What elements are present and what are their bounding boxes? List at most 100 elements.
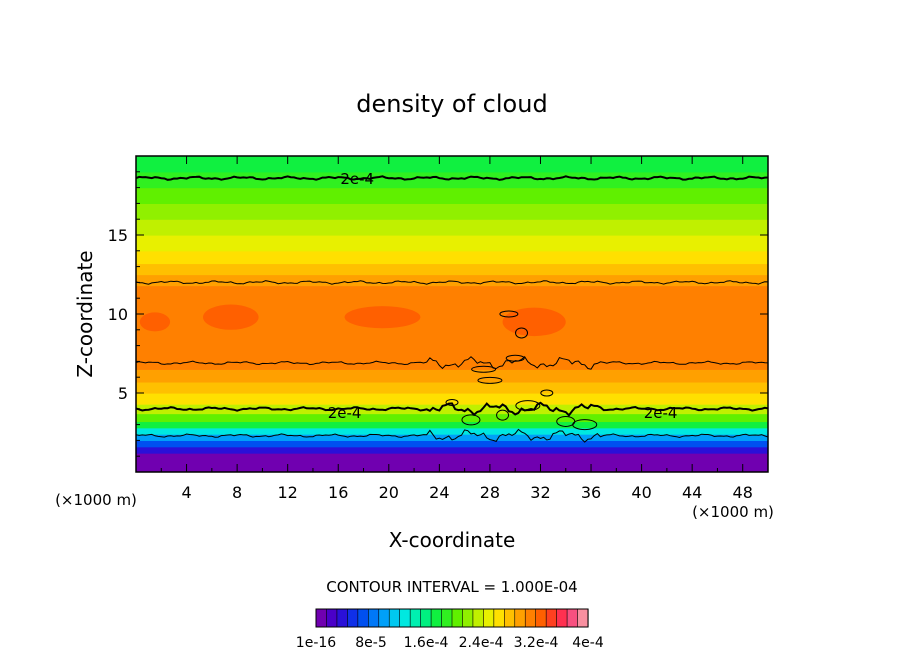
contour-label: 2e-4 (644, 404, 678, 422)
colorbar-swatch (378, 608, 390, 628)
contour-loop (496, 409, 510, 421)
x-tick-label: 24 (429, 483, 449, 502)
colorbar-label: 2.4e-4 (459, 635, 504, 651)
contour-loop (461, 414, 481, 426)
colorbar-swatch (441, 608, 453, 628)
colorbar-label: 4e-4 (572, 635, 604, 651)
contour-line (136, 401, 768, 417)
plot-area: 2e-4 2e-4 2e-4 (136, 156, 768, 472)
density-band (136, 393, 768, 405)
colorbar-swatch (326, 608, 338, 628)
density-band (136, 440, 768, 448)
colorbar-swatch (483, 608, 495, 628)
density-band (136, 235, 768, 252)
contour-label: 2e-4 (328, 404, 362, 422)
x-tick-label: 8 (232, 483, 242, 502)
colorbar-swatch (556, 608, 568, 628)
density-band (136, 421, 768, 429)
contour-loop (499, 310, 519, 318)
colorbar-swatch (514, 608, 526, 628)
contour-line (136, 175, 768, 181)
density-band (136, 250, 768, 265)
density-band (136, 369, 768, 383)
x-tick-label: 28 (480, 483, 500, 502)
density-band (136, 219, 768, 236)
colorbar-swatch (472, 608, 484, 628)
contour-label: 2e-4 (340, 170, 374, 188)
contour-line (136, 280, 768, 285)
chart-title: density of cloud (356, 90, 547, 118)
contour-lines (136, 175, 768, 443)
x-axis: 4 8 12 16 20 24 28 32 36 40 44 48 (160, 156, 753, 502)
colorbar-swatch (357, 608, 369, 628)
density-band (136, 404, 768, 415)
hot-patch (202, 304, 259, 330)
contour-line (136, 356, 768, 370)
x-axis-label: X-coordinate (389, 528, 516, 552)
x-tick-label: 32 (530, 483, 550, 502)
density-band (136, 413, 768, 423)
colorbar-label: 3.2e-4 (514, 635, 559, 651)
colorbar-swatch (566, 608, 579, 628)
colorbar-swatch (399, 608, 411, 628)
contour-loop (515, 327, 529, 339)
y-tick-label: 5 (118, 384, 128, 403)
contour-loop (445, 398, 459, 406)
x-tick-label: 44 (682, 483, 702, 502)
contour-loop (540, 389, 554, 397)
colorbar-swatch (347, 608, 359, 628)
density-band (136, 263, 768, 276)
colorbar-frame (315, 608, 589, 628)
colorbar-swatch (493, 608, 505, 628)
x-tick-label: 40 (631, 483, 651, 502)
colorbar (315, 608, 589, 628)
colorbar-swatch (451, 608, 464, 628)
colorbar-label: 1.6e-4 (404, 635, 449, 651)
density-band (136, 446, 768, 454)
contour-labels: 2e-4 2e-4 2e-4 (328, 170, 678, 422)
density-band (136, 187, 768, 204)
density-band (136, 274, 768, 287)
contour-interval-text: CONTOUR INTERVAL = 1.000E-04 (326, 578, 577, 596)
x-tick-label: 12 (278, 483, 298, 502)
colorbar-swatch (577, 608, 589, 628)
x-tick-label: 4 (181, 483, 191, 502)
density-band (136, 171, 768, 189)
contour-line (136, 428, 768, 443)
density-band (136, 427, 768, 435)
colorbar-swatch (409, 608, 422, 628)
colorbar-swatch (420, 608, 432, 628)
x-tick-label: 16 (328, 483, 348, 502)
contour-loop (505, 354, 525, 362)
y-axis: 5 10 15 (108, 171, 768, 457)
hot-patch (139, 312, 171, 332)
colorbar-swatch (462, 608, 474, 628)
density-band (136, 434, 768, 441)
y-tick-label: 10 (108, 305, 128, 324)
colorbar-swatch (315, 608, 328, 628)
y-tick-label: 15 (108, 226, 128, 245)
colorbar-swatch (368, 608, 380, 628)
density-band (136, 203, 768, 220)
colorbar-swatch (388, 608, 401, 628)
colorbar-labels: 1e-16 8e-5 1.6e-4 2.4e-4 3.2e-4 4e-4 (296, 635, 604, 651)
colorbar-swatch (336, 608, 348, 628)
hot-patch (502, 307, 566, 337)
x-unit-left: (×1000 m) (55, 491, 137, 509)
hot-patch (344, 306, 421, 329)
colorbar-label: 1e-16 (296, 635, 336, 651)
contour-loop (471, 365, 497, 373)
colorbar-label: 8e-5 (355, 635, 386, 651)
density-band (136, 156, 768, 173)
contour-loop (572, 419, 598, 431)
density-band (136, 358, 768, 370)
colorbar-swatch (504, 608, 516, 628)
contour-loop (515, 400, 541, 412)
colorbar-swatch (524, 608, 537, 628)
x-unit-right: (×1000 m) (692, 503, 774, 521)
x-tick-label: 20 (379, 483, 399, 502)
contour-loop (477, 376, 503, 384)
density-band (136, 453, 768, 472)
x-tick-label: 36 (581, 483, 601, 502)
